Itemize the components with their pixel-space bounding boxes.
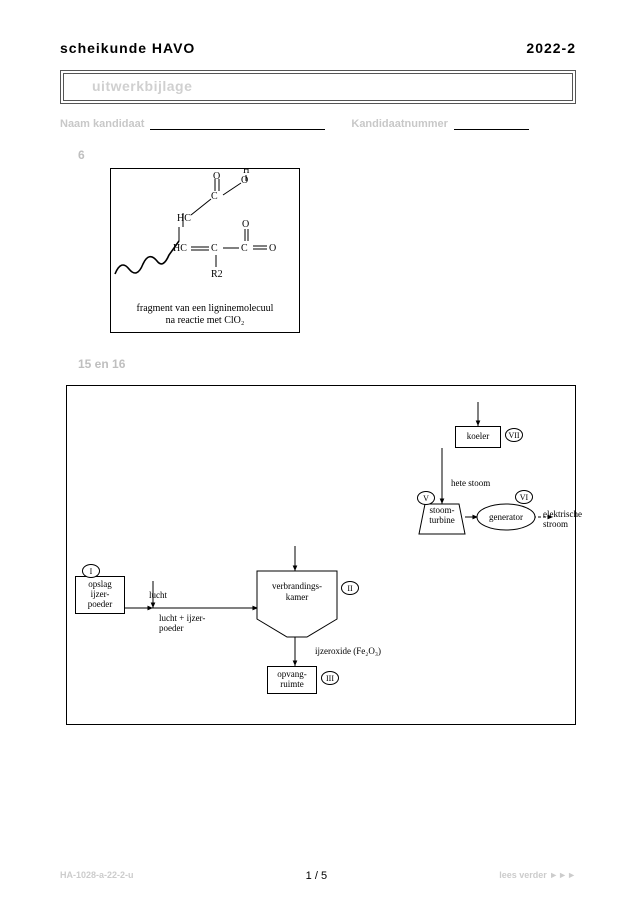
svg-text:O: O <box>213 171 220 182</box>
node-VI: generator <box>477 504 535 530</box>
name-label: Naam kandidaat <box>60 118 144 130</box>
node-II: verbrandings-kamer <box>257 581 337 603</box>
diagram-label: ijzeroxide (Fe₂O₃) <box>315 647 381 657</box>
roman-VII: VII <box>505 428 523 442</box>
svg-text:C: C <box>211 191 218 202</box>
title-text: uitwerkbijlage <box>92 78 192 94</box>
number-label: Kandidaatnummer <box>351 118 448 130</box>
node-VII: koeler <box>455 426 501 448</box>
svg-text:O: O <box>241 175 248 186</box>
svg-text:HC: HC <box>177 213 191 224</box>
roman-V: V <box>417 491 435 505</box>
header-subject: scheikunde HAVO <box>60 40 195 56</box>
footer-doc-id: HA-1028-a-22-2-u <box>60 870 134 882</box>
chemistry-structure-box: HC C O O H HC C C O O R2 fragm <box>110 168 300 333</box>
chem-caption: fragment van een ligninemolecuul na reac… <box>111 303 299 327</box>
diagram-label: lucht + ijzer-poeder <box>159 614 205 634</box>
roman-III: III <box>321 671 339 685</box>
footer-page-number: 1 / 5 <box>306 870 327 882</box>
name-line[interactable] <box>150 118 325 130</box>
header-year: 2022-2 <box>526 40 576 56</box>
svg-text:R2: R2 <box>211 269 223 280</box>
number-line[interactable] <box>454 118 529 130</box>
name-row: Naam kandidaat Kandidaatnummer <box>60 118 576 130</box>
roman-VI: VI <box>515 490 533 504</box>
footer-continue: lees verder ►►► <box>499 870 576 882</box>
node-I: opslagijzer-poeder <box>75 576 125 614</box>
node-V: stoom-turbine <box>419 506 465 526</box>
diagram-label: hete stoom <box>451 479 490 489</box>
roman-I: I <box>82 564 100 578</box>
page-footer: HA-1028-a-22-2-u 1 / 5 lees verder ►►► <box>60 870 576 882</box>
diagram-label: lucht <box>149 591 167 601</box>
svg-text:C: C <box>211 243 218 254</box>
title-box: uitwerkbijlage <box>60 70 576 104</box>
question-number-6: 6 <box>78 148 576 162</box>
svg-text:HC: HC <box>173 243 187 254</box>
diagram-label: elektrischestroom <box>543 510 582 530</box>
roman-II: II <box>341 581 359 595</box>
question-number-15-16: 15 en 16 <box>78 357 576 371</box>
svg-text:O: O <box>269 243 276 254</box>
svg-text:H: H <box>243 169 250 175</box>
svg-text:O: O <box>242 219 249 230</box>
process-diagram: opslagijzer-poederIverbrandings-kamer II o… <box>66 385 576 725</box>
node-III: opvang-ruimte <box>267 666 317 694</box>
svg-text:C: C <box>241 243 248 254</box>
page-header: scheikunde HAVO 2022-2 <box>60 40 576 56</box>
